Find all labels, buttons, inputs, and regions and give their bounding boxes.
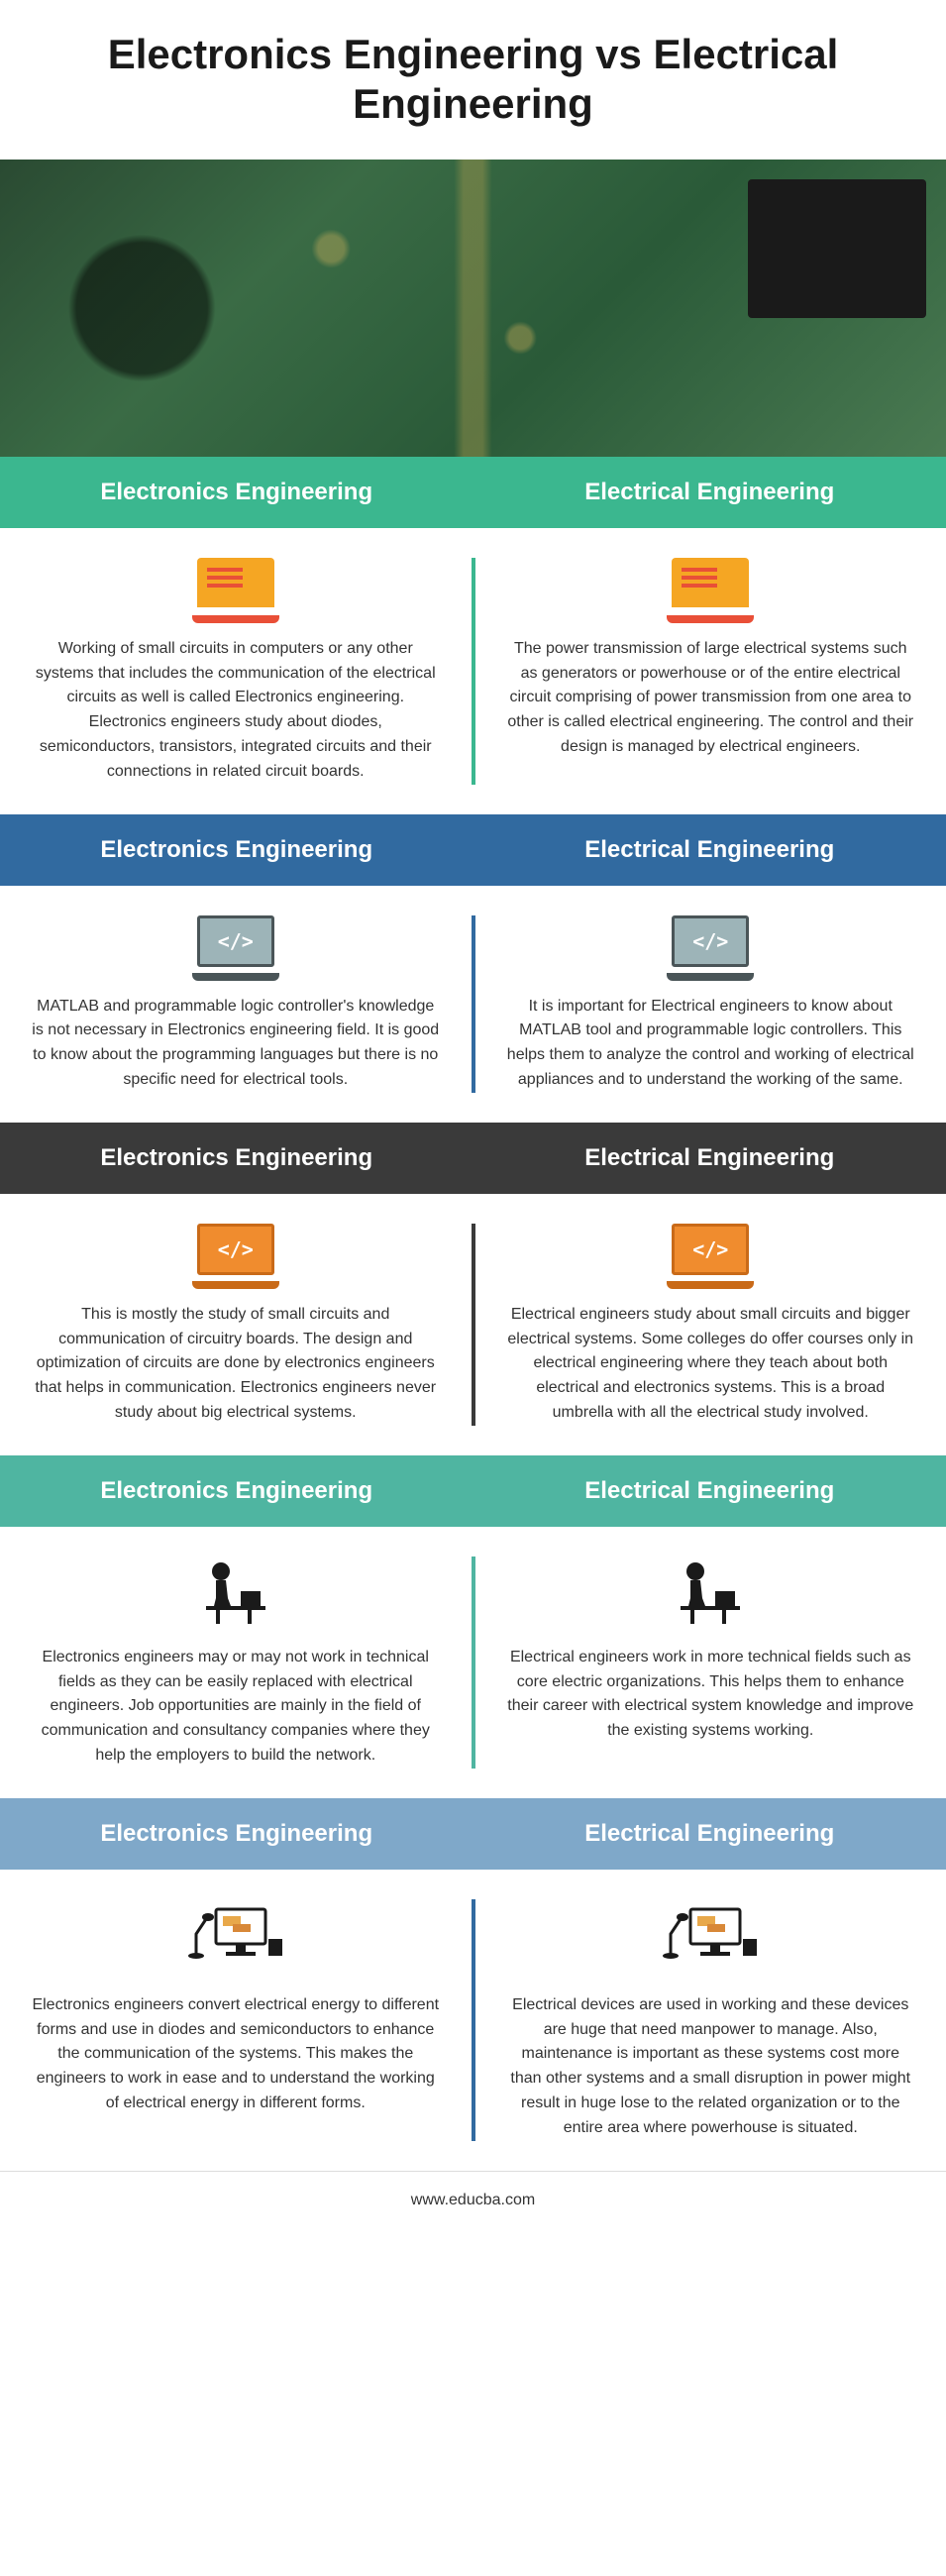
- right-header: Electrical Engineering: [473, 457, 946, 528]
- icon-wrap: </>: [30, 1224, 442, 1283]
- right-header: Electrical Engineering: [473, 814, 946, 886]
- left-column: Electronics engineers may or may not wor…: [0, 1556, 475, 1769]
- code-laptop-icon: </>: [192, 1224, 279, 1283]
- comparison-section: Electronics Engineering Electrical Engin…: [0, 814, 946, 1123]
- code-laptop-icon: </>: [667, 915, 754, 975]
- sections-container: Electronics Engineering Electrical Engin…: [0, 457, 946, 2171]
- icon-wrap: </>: [505, 1224, 917, 1283]
- icon-wrap: </>: [30, 915, 442, 975]
- right-header: Electrical Engineering: [473, 1798, 946, 1870]
- comparison-section: Electronics Engineering Electrical Engin…: [0, 457, 946, 814]
- icon-wrap: [30, 1899, 442, 1974]
- page-title: Electronics Engineering vs Electrical En…: [40, 30, 906, 130]
- left-header: Electronics Engineering: [0, 1123, 473, 1194]
- left-column: </> MATLAB and programmable logic contro…: [0, 915, 475, 1093]
- laptop-icon: [667, 558, 754, 617]
- left-column: Electronics engineers convert electrical…: [0, 1899, 475, 2141]
- right-text: Electrical engineers study about small c…: [505, 1303, 917, 1426]
- right-header: Electrical Engineering: [473, 1455, 946, 1527]
- person-desk-icon: [186, 1556, 285, 1626]
- right-column: </> It is important for Electrical engin…: [475, 915, 946, 1093]
- icon-wrap: [505, 558, 917, 617]
- section-header: Electronics Engineering Electrical Engin…: [0, 1123, 946, 1194]
- comparison-section: Electronics Engineering Electrical Engin…: [0, 1455, 946, 1798]
- section-body: Working of small circuits in computers o…: [0, 528, 946, 814]
- footer: www.educba.com: [0, 2171, 946, 2229]
- code-laptop-icon: </>: [667, 1224, 754, 1283]
- left-text: This is mostly the study of small circui…: [30, 1303, 442, 1426]
- right-column: </> Electrical engineers study about sma…: [475, 1224, 946, 1426]
- left-header: Electronics Engineering: [0, 1798, 473, 1870]
- laptop-icon: [192, 558, 279, 617]
- comparison-section: Electronics Engineering Electrical Engin…: [0, 1798, 946, 2171]
- section-header: Electronics Engineering Electrical Engin…: [0, 814, 946, 886]
- person-desk-icon: [661, 1556, 760, 1626]
- left-header: Electronics Engineering: [0, 814, 473, 886]
- left-text: Electronics engineers convert electrical…: [30, 1993, 442, 2116]
- left-column: </> This is mostly the study of small ci…: [0, 1224, 475, 1426]
- right-text: It is important for Electrical engineers…: [505, 995, 917, 1093]
- desktop-lamp-icon: [181, 1899, 290, 1974]
- right-column: The power transmission of large electric…: [475, 558, 946, 785]
- icon-wrap: [505, 1556, 917, 1626]
- code-laptop-icon: </>: [192, 915, 279, 975]
- desktop-lamp-icon: [656, 1899, 765, 1974]
- right-text: Electrical devices are used in working a…: [505, 1993, 917, 2141]
- right-column: Electrical devices are used in working a…: [475, 1899, 946, 2141]
- icon-wrap: </>: [505, 915, 917, 975]
- section-header: Electronics Engineering Electrical Engin…: [0, 1455, 946, 1527]
- section-body: Electronics engineers convert electrical…: [0, 1870, 946, 2171]
- icon-wrap: [30, 558, 442, 617]
- hero-pcb-image: [0, 160, 946, 457]
- icon-wrap: [505, 1899, 917, 1974]
- section-header: Electronics Engineering Electrical Engin…: [0, 457, 946, 528]
- left-text: Electronics engineers may or may not wor…: [30, 1646, 442, 1769]
- right-column: Electrical engineers work in more techni…: [475, 1556, 946, 1769]
- right-text: Electrical engineers work in more techni…: [505, 1646, 917, 1744]
- section-body: </> MATLAB and programmable logic contro…: [0, 886, 946, 1123]
- section-body: Electronics engineers may or may not wor…: [0, 1527, 946, 1798]
- left-text: MATLAB and programmable logic controller…: [30, 995, 442, 1093]
- right-text: The power transmission of large electric…: [505, 637, 917, 760]
- comparison-section: Electronics Engineering Electrical Engin…: [0, 1123, 946, 1455]
- icon-wrap: [30, 1556, 442, 1626]
- left-header: Electronics Engineering: [0, 457, 473, 528]
- right-header: Electrical Engineering: [473, 1123, 946, 1194]
- left-text: Working of small circuits in computers o…: [30, 637, 442, 785]
- title-wrap: Electronics Engineering vs Electrical En…: [0, 0, 946, 160]
- section-header: Electronics Engineering Electrical Engin…: [0, 1798, 946, 1870]
- section-body: </> This is mostly the study of small ci…: [0, 1194, 946, 1455]
- left-header: Electronics Engineering: [0, 1455, 473, 1527]
- left-column: Working of small circuits in computers o…: [0, 558, 475, 785]
